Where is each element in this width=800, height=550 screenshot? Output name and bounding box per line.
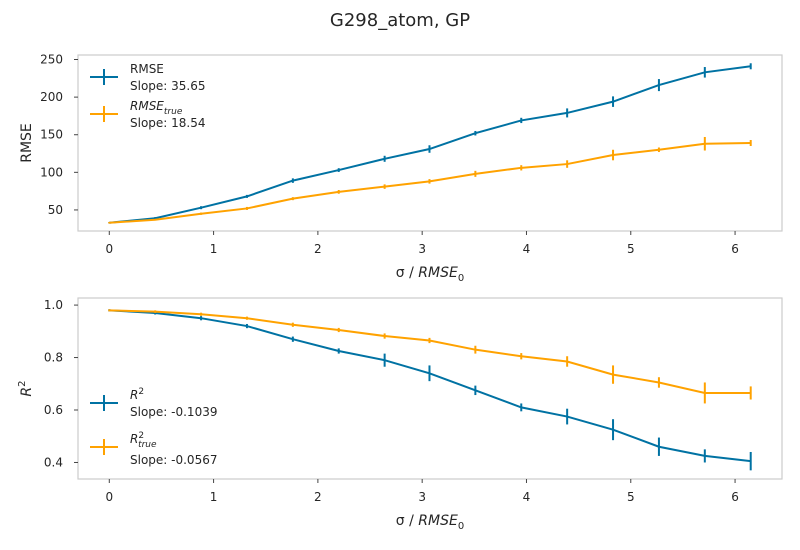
legend-item: R2 true Slope: -0.0567 [90, 431, 217, 467]
series-line [109, 309, 751, 463]
y-tick-label: 0.4 [44, 455, 63, 469]
y-tick-label: 0.8 [44, 351, 63, 365]
x-tick-label: 6 [731, 490, 739, 504]
legend-label: RMSEtrue [130, 99, 183, 117]
series-R2true [108, 309, 752, 404]
subplot-r2: 0 1 2 3 4 5 6 0.4 0.6 0.8 1.0 σ / RMSE0 R2 R2 Slope: -… [17, 297, 783, 532]
y-tick-label: 250 [40, 53, 63, 67]
x-axis-label: σ / RMSE0 [396, 265, 464, 284]
legend-label: RMSE [130, 62, 164, 76]
y-tick-label: 200 [40, 90, 63, 104]
legend-slope: Slope: 35.65 [130, 79, 206, 93]
legend-item: R2 Slope: -0.1039 [90, 387, 217, 419]
x-tick-label: 3 [418, 242, 426, 256]
x-tick-label: 3 [418, 490, 426, 504]
plot-frame [77, 54, 783, 232]
legend-slope: Slope: -0.0567 [130, 453, 217, 467]
y-axis-label: RMSE [19, 123, 35, 163]
x-tick-label: 4 [523, 242, 531, 256]
figure-title: G298_atom, GP [330, 10, 470, 31]
x-tick-label: 1 [210, 490, 218, 504]
series-RMSE [108, 63, 752, 224]
y-tick-label: 1.0 [44, 298, 63, 312]
x-tick-label: 0 [105, 242, 113, 256]
x-axis-label: σ / RMSE0 [396, 513, 464, 532]
x-tick-label: 2 [314, 242, 322, 256]
x-tick-label: 0 [105, 490, 113, 504]
legend-label: R2 [130, 387, 144, 402]
y-tick-label: 100 [40, 165, 63, 179]
legend-label: R2 true [130, 431, 157, 450]
legend-item: RMSE Slope: 35.65 [90, 62, 206, 93]
subplot-rmse: 0 1 2 3 4 5 6 50 100 150 200 250 σ / RMSE0 RMSE RMSE Sl… [19, 53, 783, 284]
plot-frame [77, 297, 783, 480]
x-tick-label: 6 [731, 242, 739, 256]
x-tick-label: 5 [627, 242, 635, 256]
x-tick-label: 2 [314, 490, 322, 504]
series-RMSEtrue [108, 136, 752, 224]
x-tick-label: 4 [523, 490, 531, 504]
y-tick-label: 50 [48, 203, 63, 217]
legend-slope: Slope: 18.54 [130, 116, 206, 130]
legend-slope: Slope: -0.1039 [130, 405, 217, 419]
series-R2 [108, 309, 752, 471]
y-tick-label: 150 [40, 128, 63, 142]
x-tick-label: 1 [210, 242, 218, 256]
x-tick-label: 5 [627, 490, 635, 504]
y-axis-label: R2 [17, 380, 35, 396]
y-tick-label: 0.6 [44, 403, 63, 417]
